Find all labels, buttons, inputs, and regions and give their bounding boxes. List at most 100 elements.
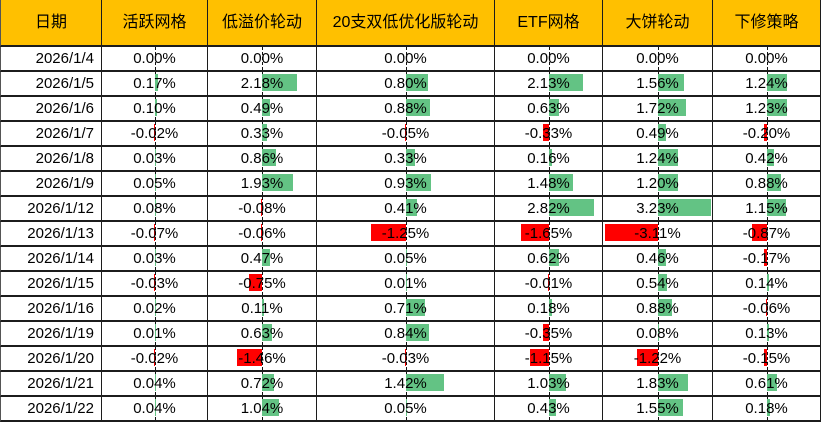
value-cell-active-grid[interactable]: 0.01% — [102, 322, 208, 347]
value-cell-low-premium-rotation[interactable]: 0.49% — [208, 97, 317, 122]
date-cell[interactable]: 2026/1/7 — [0, 122, 102, 147]
column-header-low-premium-rotation[interactable]: 低溢价轮动 — [208, 0, 317, 47]
value-cell-double-low-20-optimized-rotation[interactable]: 0.88% — [317, 97, 495, 122]
date-cell[interactable]: 2026/1/9 — [0, 172, 102, 197]
value-cell-active-grid[interactable]: 0.10% — [102, 97, 208, 122]
column-header-date[interactable]: 日期 — [0, 0, 102, 47]
value-cell-etf-grid[interactable]: 0.16% — [495, 147, 603, 172]
value-cell-downward-revision-strategy[interactable]: -0.87% — [713, 222, 821, 247]
value-cell-double-low-20-optimized-rotation[interactable]: 0.93% — [317, 172, 495, 197]
value-cell-double-low-20-optimized-rotation[interactable]: 0.80% — [317, 72, 495, 97]
value-cell-etf-grid[interactable]: -0.35% — [495, 322, 603, 347]
value-cell-downward-revision-strategy[interactable]: 0.00% — [713, 47, 821, 72]
date-cell[interactable]: 2026/1/16 — [0, 297, 102, 322]
column-header-double-low-20-optimized-rotation[interactable]: 20支双低优化版轮动 — [317, 0, 495, 47]
column-header-downward-revision-strategy[interactable]: 下修策略 — [713, 0, 821, 47]
value-cell-active-grid[interactable]: -0.02% — [102, 347, 208, 372]
value-cell-etf-grid[interactable]: 2.82% — [495, 197, 603, 222]
value-cell-big-pie-rotation[interactable]: 1.55% — [603, 397, 713, 422]
value-cell-low-premium-rotation[interactable]: -0.06% — [208, 222, 317, 247]
value-cell-big-pie-rotation[interactable]: 0.08% — [603, 322, 713, 347]
value-cell-double-low-20-optimized-rotation[interactable]: 0.33% — [317, 147, 495, 172]
date-cell[interactable]: 2026/1/21 — [0, 372, 102, 397]
value-cell-etf-grid[interactable]: 1.48% — [495, 172, 603, 197]
value-cell-etf-grid[interactable]: 0.00% — [495, 47, 603, 72]
value-cell-big-pie-rotation[interactable]: 1.24% — [603, 147, 713, 172]
value-cell-double-low-20-optimized-rotation[interactable]: 0.05% — [317, 247, 495, 272]
value-cell-low-premium-rotation[interactable]: 0.11% — [208, 297, 317, 322]
value-cell-downward-revision-strategy[interactable]: 1.23% — [713, 97, 821, 122]
value-cell-big-pie-rotation[interactable]: 0.54% — [603, 272, 713, 297]
column-header-active-grid[interactable]: 活跃网格 — [102, 0, 208, 47]
value-cell-downward-revision-strategy[interactable]: 0.13% — [713, 322, 821, 347]
value-cell-active-grid[interactable]: -0.07% — [102, 222, 208, 247]
value-cell-double-low-20-optimized-rotation[interactable]: -0.03% — [317, 347, 495, 372]
value-cell-active-grid[interactable]: 0.02% — [102, 297, 208, 322]
value-cell-downward-revision-strategy[interactable]: 1.15% — [713, 197, 821, 222]
value-cell-double-low-20-optimized-rotation[interactable]: 0.84% — [317, 322, 495, 347]
value-cell-low-premium-rotation[interactable]: 0.72% — [208, 372, 317, 397]
value-cell-active-grid[interactable]: -0.02% — [102, 122, 208, 147]
value-cell-low-premium-rotation[interactable]: -0.08% — [208, 197, 317, 222]
value-cell-big-pie-rotation[interactable]: 1.20% — [603, 172, 713, 197]
value-cell-big-pie-rotation[interactable]: 0.88% — [603, 297, 713, 322]
value-cell-etf-grid[interactable]: -1.15% — [495, 347, 603, 372]
value-cell-active-grid[interactable]: 0.03% — [102, 147, 208, 172]
value-cell-downward-revision-strategy[interactable]: -0.15% — [713, 347, 821, 372]
value-cell-double-low-20-optimized-rotation[interactable]: 1.42% — [317, 372, 495, 397]
value-cell-active-grid[interactable]: 0.17% — [102, 72, 208, 97]
value-cell-etf-grid[interactable]: 0.18% — [495, 297, 603, 322]
value-cell-low-premium-rotation[interactable]: -1.46% — [208, 347, 317, 372]
column-header-big-pie-rotation[interactable]: 大饼轮动 — [603, 0, 713, 47]
value-cell-etf-grid[interactable]: 0.62% — [495, 247, 603, 272]
value-cell-big-pie-rotation[interactable]: 0.46% — [603, 247, 713, 272]
value-cell-big-pie-rotation[interactable]: 1.56% — [603, 72, 713, 97]
value-cell-big-pie-rotation[interactable]: 3.23% — [603, 197, 713, 222]
date-cell[interactable]: 2026/1/12 — [0, 197, 102, 222]
value-cell-big-pie-rotation[interactable]: -3.11% — [603, 222, 713, 247]
value-cell-active-grid[interactable]: 0.03% — [102, 247, 208, 272]
value-cell-etf-grid[interactable]: 0.63% — [495, 97, 603, 122]
value-cell-active-grid[interactable]: 0.04% — [102, 372, 208, 397]
value-cell-active-grid[interactable]: 0.04% — [102, 397, 208, 422]
value-cell-double-low-20-optimized-rotation[interactable]: 0.41% — [317, 197, 495, 222]
date-cell[interactable]: 2026/1/20 — [0, 347, 102, 372]
date-cell[interactable]: 2026/1/14 — [0, 247, 102, 272]
value-cell-downward-revision-strategy[interactable]: 0.18% — [713, 397, 821, 422]
date-cell[interactable]: 2026/1/8 — [0, 147, 102, 172]
value-cell-low-premium-rotation[interactable]: 0.63% — [208, 322, 317, 347]
value-cell-etf-grid[interactable]: 2.13% — [495, 72, 603, 97]
value-cell-downward-revision-strategy[interactable]: -0.06% — [713, 297, 821, 322]
date-cell[interactable]: 2026/1/15 — [0, 272, 102, 297]
date-cell[interactable]: 2026/1/4 — [0, 47, 102, 72]
value-cell-low-premium-rotation[interactable]: 0.47% — [208, 247, 317, 272]
value-cell-big-pie-rotation[interactable]: 0.49% — [603, 122, 713, 147]
value-cell-double-low-20-optimized-rotation[interactable]: 0.00% — [317, 47, 495, 72]
value-cell-downward-revision-strategy[interactable]: 1.24% — [713, 72, 821, 97]
date-cell[interactable]: 2026/1/22 — [0, 397, 102, 422]
value-cell-etf-grid[interactable]: -1.65% — [495, 222, 603, 247]
value-cell-active-grid[interactable]: 0.08% — [102, 197, 208, 222]
value-cell-downward-revision-strategy[interactable]: 0.42% — [713, 147, 821, 172]
value-cell-active-grid[interactable]: 0.00% — [102, 47, 208, 72]
value-cell-active-grid[interactable]: -0.03% — [102, 272, 208, 297]
value-cell-big-pie-rotation[interactable]: 1.83% — [603, 372, 713, 397]
value-cell-double-low-20-optimized-rotation[interactable]: 0.05% — [317, 397, 495, 422]
value-cell-downward-revision-strategy[interactable]: -0.20% — [713, 122, 821, 147]
value-cell-downward-revision-strategy[interactable]: -0.17% — [713, 247, 821, 272]
value-cell-etf-grid[interactable]: -0.33% — [495, 122, 603, 147]
date-cell[interactable]: 2026/1/19 — [0, 322, 102, 347]
value-cell-low-premium-rotation[interactable]: 1.93% — [208, 172, 317, 197]
value-cell-double-low-20-optimized-rotation[interactable]: -1.25% — [317, 222, 495, 247]
value-cell-downward-revision-strategy[interactable]: 0.88% — [713, 172, 821, 197]
value-cell-low-premium-rotation[interactable]: 2.18% — [208, 72, 317, 97]
value-cell-downward-revision-strategy[interactable]: 0.14% — [713, 272, 821, 297]
value-cell-etf-grid[interactable]: -0.01% — [495, 272, 603, 297]
date-cell[interactable]: 2026/1/5 — [0, 72, 102, 97]
value-cell-big-pie-rotation[interactable]: 1.72% — [603, 97, 713, 122]
value-cell-double-low-20-optimized-rotation[interactable]: 0.71% — [317, 297, 495, 322]
value-cell-low-premium-rotation[interactable]: 0.00% — [208, 47, 317, 72]
value-cell-low-premium-rotation[interactable]: -0.75% — [208, 272, 317, 297]
column-header-etf-grid[interactable]: ETF网格 — [495, 0, 603, 47]
value-cell-etf-grid[interactable]: 1.03% — [495, 372, 603, 397]
